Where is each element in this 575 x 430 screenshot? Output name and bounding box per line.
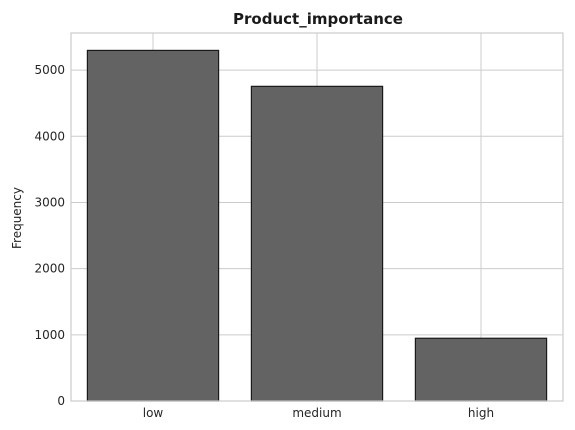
x-tick-label: high — [468, 406, 494, 420]
bar-low — [86, 49, 220, 402]
bar-high — [414, 337, 548, 402]
chart-title: Product_importance — [233, 10, 403, 28]
bars-layer — [86, 49, 548, 402]
y-tick-label: 1000 — [34, 328, 65, 342]
y-tick-label: 2000 — [34, 262, 65, 276]
y-tick-label: 5000 — [34, 63, 65, 77]
x-tick-label: medium — [292, 406, 341, 420]
x-tick-label: low — [143, 406, 164, 420]
y-tick-label: 0 — [57, 394, 65, 408]
plot-frame — [70, 32, 564, 402]
axis-layer: 0 1000 2000 3000 4000 5000 low medium high — [34, 32, 564, 420]
y-tick-label: 3000 — [34, 195, 65, 209]
bar-medium — [250, 85, 384, 402]
y-axis-label: Frequency — [10, 187, 24, 249]
y-tick-label: 4000 — [34, 129, 65, 143]
